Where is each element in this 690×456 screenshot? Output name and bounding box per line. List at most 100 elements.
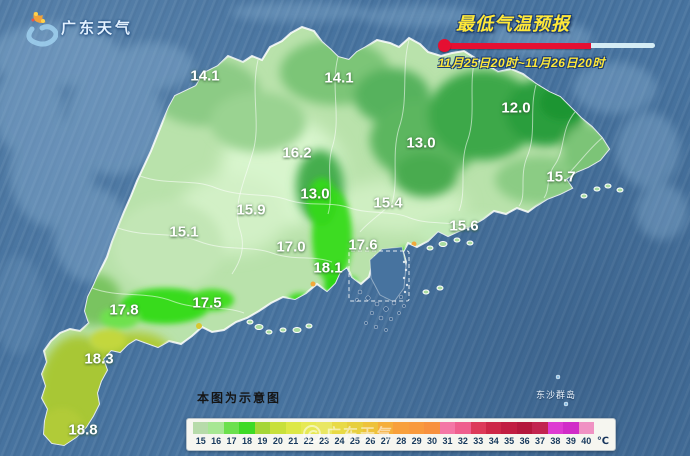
estuary-islands: [355, 289, 406, 332]
legend-cell: 35: [501, 422, 517, 448]
legend-swatch: [578, 422, 594, 434]
legend-cell: 15: [193, 422, 209, 448]
legend-tick-label: 17: [226, 436, 237, 446]
legend-tick-label: 33: [473, 436, 484, 446]
legend-cell: 30: [424, 422, 440, 448]
legend-swatch: [424, 422, 440, 434]
legend-cell: 28: [393, 422, 409, 448]
legend-swatch: [532, 422, 548, 434]
legend-tick-label: 31: [442, 436, 453, 446]
thermometer-tail: [591, 43, 655, 48]
thermometer-bar: [445, 42, 591, 49]
legend-swatch: [254, 422, 271, 434]
legend-swatch: [439, 422, 456, 434]
forecast-header: 最低气温预报 11月25日20时~11月26日20时: [438, 10, 678, 71]
legend-swatch: [362, 422, 379, 434]
legend-swatch: [516, 422, 533, 434]
legend-swatch: [223, 422, 240, 434]
legend-cell: 16: [208, 422, 224, 448]
legend-cell: 29: [408, 422, 425, 448]
legend-swatch: [331, 422, 348, 434]
logo-text: 广东天气: [61, 19, 134, 37]
terrain-relief: [0, 2, 688, 355]
legend-swatch: [270, 422, 286, 434]
legend-tick-label: 21: [288, 436, 299, 446]
legend-swatch: [193, 422, 209, 434]
legend-swatch: [408, 422, 425, 434]
legend-cell: 17: [223, 422, 240, 448]
legend-cell: 37: [532, 422, 548, 448]
legend-tick-label: 25: [349, 436, 360, 446]
legend-swatch: [300, 422, 317, 434]
legend-cell: 31: [439, 422, 456, 448]
legend-tick-label: 24: [334, 436, 345, 446]
legend-tick-label: 16: [211, 436, 222, 446]
legend-swatch: [486, 422, 502, 434]
legend-cell: 19: [254, 422, 271, 448]
legend-cell: 33: [470, 422, 487, 448]
typhoon-swirl-icon: [26, 12, 58, 47]
station-logo: 广东天气: [24, 7, 133, 47]
temperature-legend: 15 16 17 18 19 20 21 22 23 24 25 26 27 28 29 30 31 32 33 34…: [186, 418, 616, 451]
legend-swatch: [455, 422, 471, 434]
legend-cell: 20: [270, 422, 286, 448]
legend-tick-label: 38: [550, 436, 561, 446]
legend-tick-label: 15: [195, 436, 206, 446]
legend-tick-label: 27: [380, 436, 391, 446]
legend-tick-label: 28: [396, 436, 407, 446]
legend-cell: 32: [455, 422, 471, 448]
legend-swatch: [393, 422, 409, 434]
legend-tick-label: 18: [241, 436, 252, 446]
legend-swatch: [285, 422, 301, 434]
legend-tick-label: 29: [411, 436, 422, 446]
legend-tick-label: 30: [427, 436, 438, 446]
pearl-river-estuary: [369, 246, 407, 303]
legend-cell: 34: [486, 422, 502, 448]
dongsha-label: 东沙群岛: [536, 390, 577, 400]
legend-swatch: [563, 422, 579, 434]
legend-cell: 23: [316, 422, 332, 448]
legend-tick-label: 37: [534, 436, 545, 446]
legend-swatch: [470, 422, 487, 434]
forecast-date-range: 11月25日20时~11月26日20时: [438, 56, 605, 70]
legend-cell: 38: [547, 422, 564, 448]
city-boundaries: [91, 39, 603, 314]
legend-tick-label: 26: [365, 436, 376, 446]
legend-cell: 39: [563, 422, 579, 448]
legend-cell: 40: [578, 422, 594, 448]
estuary-dashed-box: [348, 250, 410, 302]
legend-unit: ℃: [596, 436, 609, 447]
legend-cell: 25: [347, 422, 363, 448]
legend-tick-label: 23: [319, 436, 330, 446]
legend-cell: 26: [362, 422, 379, 448]
legend-swatch: [347, 422, 363, 434]
legend-swatch: [208, 422, 224, 434]
legend-swatch: [547, 422, 564, 434]
map-note: 本图为示意图: [197, 391, 282, 405]
legend-tick-label: 22: [303, 436, 314, 446]
legend-tick-label: 20: [272, 436, 283, 446]
thermometer-bulb: [438, 39, 451, 52]
legend-cell: 18: [239, 422, 255, 448]
legend-tick-label: 40: [581, 436, 592, 446]
legend-scale: 15 16 17 18 19 20 21 22 23 24 25 26 27 28 29 30 31 32 33 34…: [193, 422, 594, 448]
legend-swatch: [316, 422, 332, 434]
page-title: 最低气温预报: [456, 14, 570, 34]
legend-tick-label: 39: [565, 436, 576, 446]
thermometer-graphic: [438, 39, 660, 52]
legend-tick-label: 35: [504, 436, 515, 446]
legend-cell: 36: [516, 422, 533, 448]
legend-swatch: [378, 422, 394, 434]
legend-swatch: [239, 422, 255, 434]
coastal-islands: [246, 183, 624, 335]
legend-tick-label: 19: [257, 436, 268, 446]
legend-tick-label: 32: [457, 436, 468, 446]
island-column: [402, 260, 409, 294]
legend-tick-label: 36: [519, 436, 530, 446]
legend-cell: 21: [285, 422, 301, 448]
dongsha-islands: [555, 374, 569, 407]
legend-tick-label: 34: [488, 436, 499, 446]
legend-cell: 24: [331, 422, 348, 448]
